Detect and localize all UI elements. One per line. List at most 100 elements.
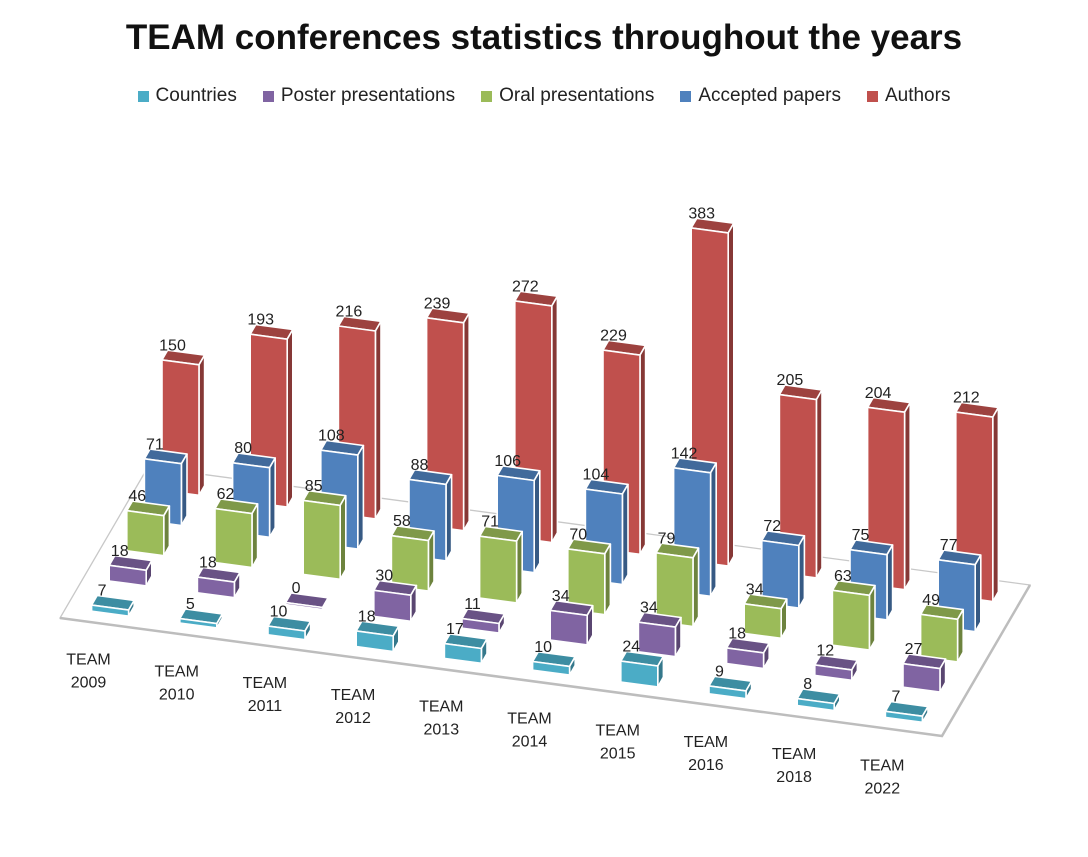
bar-side	[356, 444, 365, 550]
bar-poster-presentations-TEAM-2014: 34	[549, 588, 594, 646]
bar-poster-presentations-TEAM-2013: 11	[461, 596, 506, 634]
bar-front	[461, 617, 500, 634]
bar-side	[427, 530, 435, 592]
legend-swatch	[866, 90, 878, 102]
bar-side	[709, 462, 718, 598]
data-label-countries-TEAM-2010: 5	[186, 596, 195, 613]
legend-label: Oral presentations	[499, 85, 655, 106]
bar-side	[286, 328, 294, 508]
category-label-TEAM-2013: TEAM 2013	[419, 699, 463, 739]
bar-front	[884, 710, 924, 724]
data-label-authors-TEAM-2018: 204	[865, 385, 892, 402]
bar-front	[743, 602, 783, 640]
legend-label: Countries	[155, 85, 237, 106]
bar-countries-TEAM-2012: 18	[355, 608, 400, 653]
bar-front	[179, 617, 218, 629]
legend-swatch	[481, 90, 493, 102]
legend-swatch	[262, 90, 274, 102]
bar-front	[284, 601, 324, 611]
category-label-TEAM-2009: TEAM 2009	[66, 652, 110, 692]
data-label-poster-presentations-TEAM-2013: 11	[464, 596, 481, 613]
data-label-authors-TEAM-2013: 272	[512, 278, 539, 295]
bar-poster-presentations-TEAM-2012: 30	[372, 568, 418, 623]
data-label-accepted-papers-TEAM-2010: 80	[234, 440, 252, 457]
data-label-countries-TEAM-2012: 18	[358, 608, 376, 625]
category-label-TEAM-2016: TEAM 2016	[684, 734, 728, 774]
bar-oral-presentations-TEAM-2013: 71	[478, 514, 524, 604]
data-label-accepted-papers-TEAM-2022: 77	[940, 537, 958, 554]
data-label-authors-TEAM-2014: 229	[600, 328, 627, 345]
bar-front	[708, 685, 747, 700]
bar-side	[639, 344, 647, 556]
data-label-authors-TEAM-2022: 212	[953, 390, 980, 407]
data-label-accepted-papers-TEAM-2012: 88	[411, 457, 429, 474]
category-label-TEAM-2011: TEAM 2011	[243, 675, 287, 715]
bar-poster-presentations-TEAM-2009: 18	[108, 543, 153, 587]
legend-item-poster-presentations: Poster presentations	[262, 85, 456, 107]
bar-side	[462, 312, 471, 532]
data-label-countries-TEAM-2011: 10	[270, 604, 288, 621]
data-label-oral-presentations-TEAM-2012: 58	[393, 513, 411, 530]
bar-side	[180, 453, 188, 527]
bar-oral-presentations-TEAM-2011: 85	[302, 478, 347, 581]
legend: Countries Poster presentations Oral presen…	[0, 85, 1088, 107]
bar-side	[991, 406, 1000, 603]
legend-swatch	[137, 90, 149, 102]
bar-front	[196, 576, 236, 599]
data-label-oral-presentations-TEAM-2022: 49	[922, 592, 940, 609]
data-label-oral-presentations-TEAM-2013: 71	[481, 514, 499, 531]
bar-oral-presentations-TEAM-2009: 46	[126, 488, 171, 557]
bar-front	[126, 509, 165, 557]
bar-side	[621, 483, 629, 586]
data-label-accepted-papers-TEAM-2018: 75	[852, 527, 870, 544]
bar-side	[163, 505, 171, 557]
bar-side	[515, 530, 524, 604]
bar-authors-TEAM-2016: 205	[777, 372, 823, 579]
bar-oral-presentations-TEAM-2022: 49	[919, 592, 965, 663]
data-label-poster-presentations-TEAM-2011: 0	[292, 580, 301, 597]
category-label-TEAM-2014: TEAM 2014	[507, 711, 551, 751]
data-label-poster-presentations-TEAM-2009: 18	[111, 543, 129, 560]
bar-side	[692, 547, 700, 628]
bar-side	[198, 354, 206, 497]
category-label-TEAM-2018: TEAM 2018	[772, 746, 816, 786]
bar-countries-TEAM-2009: 7	[90, 583, 135, 617]
bar-front	[90, 604, 130, 617]
bar-front	[796, 697, 836, 712]
bar-front	[302, 499, 342, 581]
bar-side	[868, 584, 876, 651]
data-label-authors-TEAM-2010: 193	[247, 312, 274, 329]
bar-front	[831, 589, 871, 651]
data-label-authors-TEAM-2011: 216	[336, 304, 363, 321]
legend-item-authors: Authors	[866, 85, 950, 107]
data-label-accepted-papers-TEAM-2013: 106	[494, 453, 521, 470]
chart-title: TEAM conferences statistics throughout t…	[125, 18, 963, 57]
bar-front	[531, 660, 571, 676]
bar-oral-presentations-TEAM-2010: 62	[214, 486, 259, 569]
bar-side	[339, 494, 347, 581]
bar-front	[443, 642, 483, 665]
data-label-authors-TEAM-2012: 239	[424, 295, 451, 312]
bar-front	[902, 662, 941, 693]
data-label-oral-presentations-TEAM-2015: 79	[658, 530, 676, 547]
data-label-poster-presentations-TEAM-2015: 34	[640, 600, 658, 617]
legend-label: Poster presentations	[280, 85, 456, 106]
data-label-oral-presentations-TEAM-2016: 34	[746, 581, 764, 598]
data-label-countries-TEAM-2013: 17	[446, 621, 464, 638]
data-label-authors-TEAM-2016: 205	[777, 372, 804, 389]
data-label-authors-TEAM-2009: 150	[159, 337, 186, 354]
bar-countries-TEAM-2013: 17	[443, 621, 488, 665]
data-label-accepted-papers-TEAM-2014: 104	[583, 467, 610, 484]
data-label-countries-TEAM-2014: 10	[534, 639, 552, 656]
bar-poster-presentations-TEAM-2011: 0	[284, 580, 330, 611]
data-label-oral-presentations-TEAM-2014: 70	[569, 526, 587, 543]
data-label-oral-presentations-TEAM-2011: 85	[305, 478, 323, 495]
data-label-poster-presentations-TEAM-2014: 34	[552, 588, 570, 605]
bar-front	[919, 613, 959, 663]
legend-swatch	[680, 90, 692, 102]
bar-side	[886, 544, 894, 621]
bar-side	[603, 543, 612, 616]
bar-front	[108, 564, 147, 587]
